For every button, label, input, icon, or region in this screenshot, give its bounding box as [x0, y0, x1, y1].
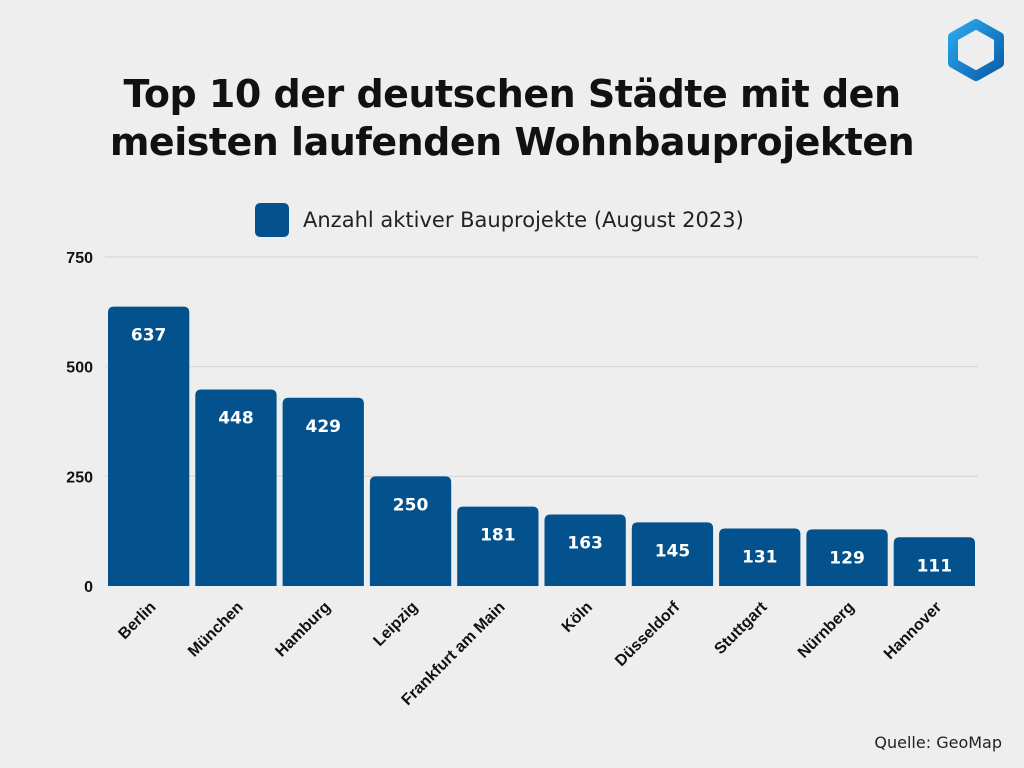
x-tick-label: Hamburg — [272, 599, 334, 661]
title-line-2: meisten laufenden Wohnbauprojekten — [109, 120, 915, 164]
data-label: 637 — [131, 326, 167, 346]
bar — [369, 476, 452, 586]
bar — [806, 529, 888, 586]
source-note: Quelle: GeoMap — [874, 733, 1002, 752]
legend-label: Anzahl aktiver Bauprojekte (August 2023) — [303, 208, 744, 232]
hexagon-logo-icon — [944, 18, 1008, 87]
bar — [195, 389, 277, 586]
legend: Anzahl aktiver Bauprojekte (August 2023) — [255, 203, 744, 237]
data-label: 145 — [655, 541, 691, 561]
y-tick-label: 0 — [84, 579, 93, 596]
bar — [719, 528, 801, 586]
x-tick-label: Hannover — [881, 599, 945, 663]
y-tick-label: 750 — [66, 250, 93, 267]
y-tick-label: 500 — [66, 360, 93, 377]
chart-title: Top 10 der deutschen Städte mit den meis… — [0, 70, 1024, 166]
data-label: 429 — [306, 417, 342, 437]
x-tick-label: Düsseldorf — [612, 598, 684, 670]
bar — [282, 397, 364, 586]
x-tick-label: Stuttgart — [711, 598, 771, 658]
data-label: 131 — [742, 548, 778, 568]
bar — [457, 506, 539, 586]
data-label: 163 — [567, 533, 603, 553]
x-tick-label: Nürnberg — [795, 599, 858, 662]
bar — [893, 537, 975, 586]
y-tick-label: 250 — [66, 469, 93, 486]
data-label: 129 — [829, 548, 865, 568]
data-label: 250 — [393, 495, 429, 515]
bar — [108, 306, 190, 586]
legend-swatch — [255, 203, 289, 237]
x-tick-label: München — [185, 599, 247, 661]
data-label: 111 — [917, 556, 953, 576]
bar — [544, 514, 626, 586]
bar — [631, 522, 714, 586]
x-tick-label: Berlin — [115, 599, 159, 643]
x-tick-label: Leipzig — [370, 599, 421, 650]
x-tick-label: Köln — [559, 599, 596, 636]
data-label: 448 — [218, 408, 254, 428]
data-label: 181 — [480, 526, 516, 546]
title-line-1: Top 10 der deutschen Städte mit den — [123, 72, 902, 116]
